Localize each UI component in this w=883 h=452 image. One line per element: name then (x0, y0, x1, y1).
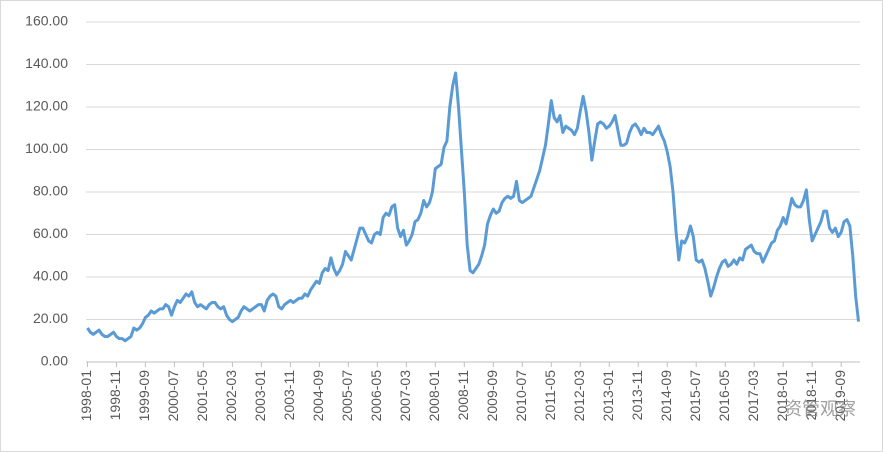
x-tick-label: 2018-01 (774, 370, 790, 422)
x-tick-label: 1998-11 (107, 370, 123, 421)
y-tick-label: 120.00 (25, 98, 68, 114)
x-tick-label: 1999-09 (136, 370, 152, 422)
x-tick-label: 2014-09 (658, 370, 674, 422)
x-tick-label: 2012-03 (571, 370, 587, 422)
x-tick-label: 2007-03 (397, 370, 413, 422)
x-tick-label: 2018-11 (803, 370, 819, 421)
y-tick-label: 80.00 (33, 183, 68, 199)
y-tick-label: 100.00 (25, 140, 68, 156)
y-tick-label: 0.00 (41, 353, 68, 369)
x-tick-label: 2008-11 (455, 370, 471, 421)
x-tick-label: 2006-05 (368, 370, 384, 422)
watermark: 资管观察 (784, 399, 856, 419)
x-tick-label: 2013-01 (600, 370, 616, 422)
x-tick-label: 2013-11 (629, 370, 645, 421)
x-tick-label: 2008-01 (426, 370, 442, 422)
x-tick-label: 2017-03 (745, 370, 761, 422)
x-tick-label: 2005-07 (339, 370, 355, 422)
x-tick-label: 2002-03 (223, 370, 239, 422)
x-tick-label: 2016-05 (716, 370, 732, 422)
y-tick-label: 140.00 (25, 55, 68, 71)
x-tick-label: 1998-01 (78, 370, 94, 422)
x-tick-label: 2003-11 (281, 370, 297, 421)
y-tick-label: 20.00 (33, 310, 68, 326)
x-tick-label: 2004-09 (310, 370, 326, 422)
y-tick-label: 40.00 (33, 268, 68, 284)
x-tick-label: 2011-05 (542, 370, 558, 421)
y-tick-label: 160.00 (25, 13, 68, 29)
data-line (86, 71, 861, 343)
x-tick-label: 2009-09 (484, 370, 500, 422)
x-tick-label: 2019-09 (832, 370, 848, 422)
x-tick-label: 2010-07 (513, 370, 529, 422)
x-tick-label: 2001-05 (194, 370, 210, 422)
x-tick-label: 2003-01 (252, 370, 268, 422)
x-tick-label: 2015-07 (687, 370, 703, 422)
x-tick-label: 2000-07 (165, 370, 181, 422)
y-tick-label: 60.00 (33, 225, 68, 241)
